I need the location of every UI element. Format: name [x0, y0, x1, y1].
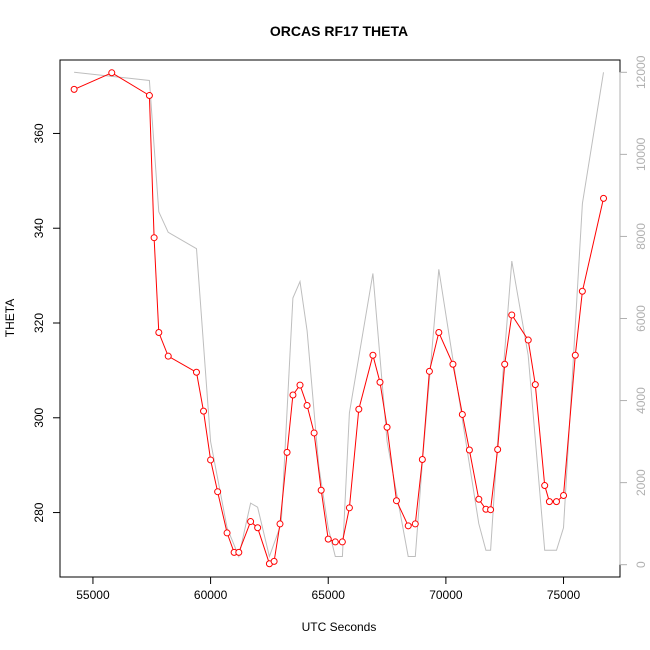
data-point: [552, 498, 560, 506]
data-point: [545, 498, 553, 506]
x-tick-label: 70000: [429, 588, 463, 602]
y-axis-right: 0 2000 4000 6000 8000 10000 12000: [619, 55, 648, 568]
x-tick-label: 55000: [76, 588, 110, 602]
data-point: [303, 401, 311, 409]
y2-tick-label: 12000: [634, 55, 648, 89]
data-point: [155, 328, 163, 336]
data-point: [501, 360, 509, 368]
data-point: [145, 92, 153, 100]
x-tick-label: 65000: [312, 588, 346, 602]
y2-tick-label: 8000: [634, 223, 648, 250]
data-point: [355, 405, 363, 413]
data-point: [560, 491, 568, 499]
chart-title: ORCAS RF17 THETA: [270, 23, 408, 39]
y2-tick-label: 10000: [634, 137, 648, 171]
data-point: [376, 378, 384, 386]
y-tick-label: 340: [32, 218, 46, 238]
data-point: [383, 423, 391, 431]
y2-tick-label: 0: [634, 561, 648, 568]
right-axis-series-line: [74, 71, 604, 559]
data-point: [531, 381, 539, 389]
data-point: [411, 520, 419, 528]
x-tick-label: 75000: [547, 588, 581, 602]
data-point: [317, 486, 325, 494]
data-point: [369, 351, 377, 359]
y-tick-label: 280: [32, 502, 46, 522]
data-point: [192, 368, 200, 376]
data-point: [150, 234, 158, 242]
data-point: [475, 495, 483, 503]
data-point: [392, 497, 400, 505]
y-axis-label: THETA: [3, 299, 17, 337]
data-point: [487, 506, 495, 514]
data-point: [345, 504, 353, 512]
y-tick-label: 360: [32, 123, 46, 143]
x-axis-label: UTC Seconds: [302, 620, 377, 634]
data-point: [494, 446, 502, 454]
series-layer: [70, 69, 608, 568]
data-point: [283, 448, 291, 456]
x-axis: 55000 60000 65000 70000 75000: [76, 576, 581, 602]
left-axis-series-line: [73, 72, 604, 565]
data-point: [223, 529, 231, 537]
data-point: [296, 381, 304, 389]
data-point: [578, 287, 586, 295]
data-point: [524, 336, 532, 344]
data-point: [465, 446, 473, 454]
data-point: [324, 535, 332, 543]
x-tick-label: 60000: [194, 588, 228, 602]
data-point: [425, 367, 433, 375]
data-point: [247, 518, 255, 526]
data-point: [418, 455, 426, 463]
y2-tick-label: 6000: [634, 305, 648, 332]
data-point: [541, 482, 549, 490]
y-axis-left: 280 300 320 340 360: [32, 123, 61, 523]
y2-tick-label: 4000: [634, 387, 648, 414]
y2-tick-label: 2000: [634, 469, 648, 496]
data-point: [108, 69, 116, 77]
data-point: [207, 456, 215, 464]
data-point: [235, 548, 243, 556]
data-point: [458, 410, 466, 418]
data-point: [331, 538, 339, 546]
data-point: [310, 429, 318, 437]
y-tick-label: 320: [32, 313, 46, 333]
data-point: [449, 360, 457, 368]
data-point: [200, 407, 208, 415]
data-point: [270, 557, 278, 565]
data-point: [164, 352, 172, 360]
data-point: [508, 311, 516, 319]
data-point: [70, 85, 78, 93]
data-point: [600, 194, 608, 202]
data-point: [276, 520, 284, 528]
data-point: [404, 522, 412, 530]
y-tick-label: 300: [32, 407, 46, 427]
data-point: [289, 391, 297, 399]
data-point: [254, 524, 262, 532]
data-point: [435, 328, 443, 336]
data-point: [338, 538, 346, 546]
data-point: [571, 351, 579, 359]
data-point: [214, 488, 222, 496]
